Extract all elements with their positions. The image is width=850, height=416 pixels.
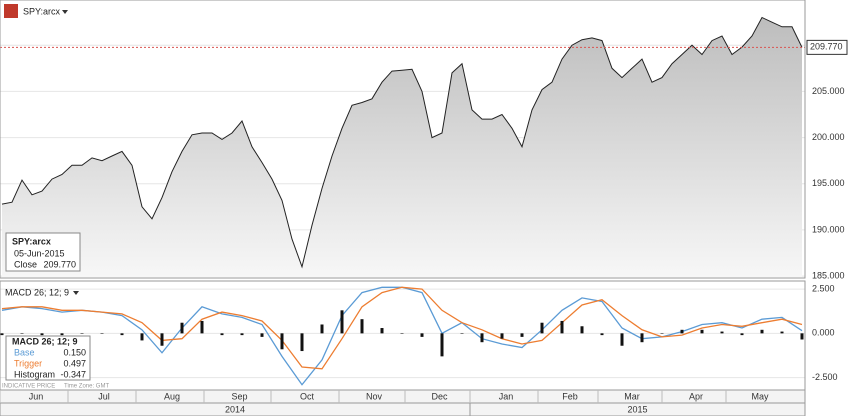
histogram-bar [600,333,604,336]
legend-value: -0.347 [60,369,86,379]
histogram-bar [360,319,364,334]
dropdown[interactable] [62,10,68,14]
histogram-bar [560,320,564,334]
x-tick-label: Jun [29,391,44,401]
histogram-bar [80,333,84,334]
histogram-bar [760,329,764,334]
y-tick-label: -2.500 [812,372,838,382]
footer-note: INDICATIVE PRICE [2,384,55,390]
legend-value: 0.497 [63,358,86,368]
histogram-bar [100,333,104,334]
histogram-bar [60,333,64,336]
histogram-bar [720,331,724,334]
price-line [1,16,803,269]
symbol-icon [4,4,18,18]
histogram-bar [640,333,644,343]
symbol[interactable]: SPY:arcx [23,6,61,16]
histogram-bar [620,333,624,346]
x-tick-label: Nov [366,391,383,401]
legend-label: Histogram [14,369,55,379]
histogram-bar [140,333,144,341]
legend-label: Base [14,347,35,357]
histogram-bar [740,333,744,336]
histogram-bar [700,329,704,334]
x-tick-label: Feb [562,391,578,401]
histogram-bar [160,333,164,346]
macd-line [1,286,803,370]
histogram-bar [340,310,344,334]
info-field: Close [14,259,37,269]
info-box [5,232,81,272]
histogram-bar [40,333,44,336]
histogram-bar [0,333,4,336]
y-tick-label: 2.500 [812,283,835,293]
footer-timezone: Time Zone: GMT [64,384,109,390]
x-tick-label: Apr [689,391,703,401]
dropdown[interactable] [73,291,79,295]
y-tick-label: 205.000 [812,86,845,96]
last-price-label: 209.770 [810,42,843,52]
x-tick-label: Aug [164,391,180,401]
histogram-bar [300,333,304,352]
macd-title[interactable]: MACD 26; 12; 9 [5,287,69,297]
macd-legend-title: MACD 26; 12; 9 [12,336,78,346]
info-symbol: SPY:arcx [12,236,51,246]
histogram-bar [440,333,444,357]
histogram-bar [200,320,204,334]
histogram-bar [400,333,404,334]
histogram-bar [280,333,284,350]
x-tick-label: Jan [499,391,514,401]
x-tick-label: May [751,391,769,401]
info-value: 209.770 [43,259,76,269]
histogram-bar [500,333,504,339]
histogram-bar [20,333,24,334]
x-tick-label: Oct [300,391,315,401]
x-tick-label: Sep [231,391,247,401]
x-axis: Jun Jul Aug Sep Oct Nov Dec Jan Feb Mar Apr May 2014… [0,389,806,416]
histogram-bar [220,333,224,336]
histogram-bar [580,326,584,334]
histogram-bar [120,333,124,336]
price-area [2,17,802,277]
histogram-bar [460,333,464,334]
histogram-bar [780,331,784,334]
y-tick-label: 200.000 [812,132,845,142]
x-tick-label: Mar [624,391,640,401]
histogram-bar [680,329,684,334]
y-tick-label: 0.000 [812,328,835,338]
histogram-bar [540,322,544,334]
price-frame [0,0,806,279]
info-date: 05-Jun-2015 [14,248,65,258]
y-tick-label: 195.000 [812,178,845,188]
histogram-bar [660,333,664,334]
histogram-bar [260,333,264,337]
legend-label: Trigger [14,358,42,368]
histogram-bar [800,333,804,340]
histogram-bar [380,328,384,334]
histogram-bar [320,324,324,334]
histogram-bar [420,333,424,337]
histogram-bar [520,333,524,337]
histogram-bar [480,333,484,343]
x-tick-label: Jul [98,391,110,401]
macd-legend [5,335,91,381]
x-tick-label: Dec [431,391,448,401]
y-tick-label: 190.000 [812,224,845,234]
histogram-bar [180,322,184,334]
histogram-bar [240,333,244,336]
year-label: 2014 [225,404,245,414]
y-tick-label: 185.000 [812,270,845,280]
year-label: 2015 [627,404,647,414]
legend-value: 0.150 [63,347,86,357]
plot [0,16,805,386]
last-price-box [806,39,848,55]
